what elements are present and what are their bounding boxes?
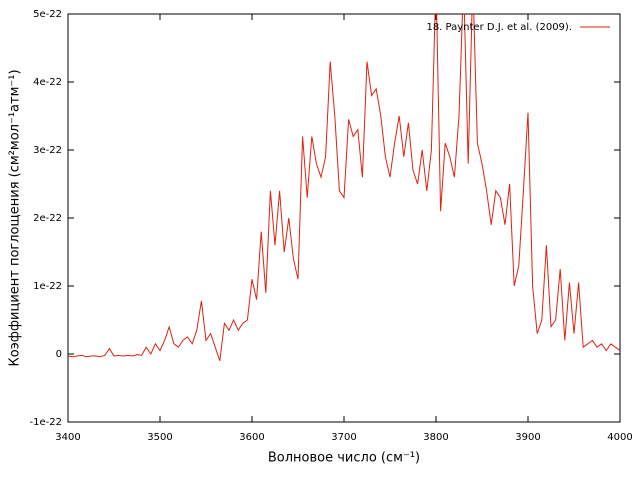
x-tick-label: 3500 xyxy=(147,432,172,443)
y-tick-label: 4e-22 xyxy=(33,77,62,88)
x-tick-label: 3800 xyxy=(423,432,448,443)
data-line xyxy=(68,14,620,361)
plot-frame xyxy=(67,13,621,423)
y-tick-label: 2e-22 xyxy=(33,213,62,224)
y-tick-label: 3e-22 xyxy=(33,145,62,156)
x-tick-label: 3600 xyxy=(239,432,264,443)
y-tick-label: 1e-22 xyxy=(33,281,62,292)
y-tick-label: 5e-22 xyxy=(33,9,62,20)
y-axis-label: Коэффициент поглощения (см²мол⁻¹атм⁻¹) xyxy=(8,69,23,366)
x-axis-label: Волновое число (см⁻¹) xyxy=(268,451,420,466)
x-tick-label: 3400 xyxy=(55,432,80,443)
x-tick-label: 3700 xyxy=(331,432,356,443)
y-tick-label: 0 xyxy=(56,349,62,360)
legend-label: 18. Paynter D.J. et al. (2009). xyxy=(426,22,572,33)
x-tick-label: 4000 xyxy=(607,432,632,443)
x-tick-label: 3900 xyxy=(515,432,540,443)
y-tick-label: -1e-22 xyxy=(30,417,62,428)
